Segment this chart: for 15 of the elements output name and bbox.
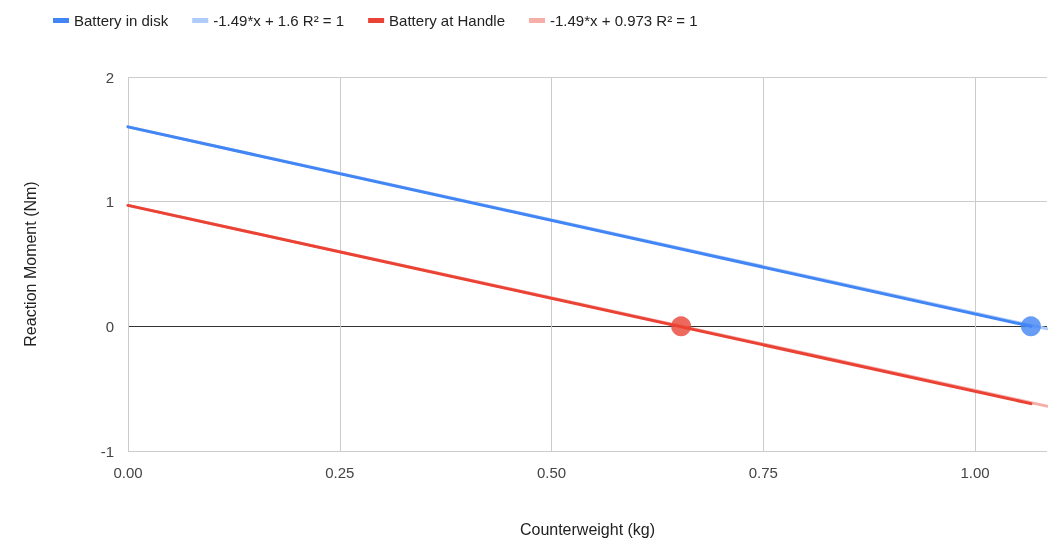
legend-label: -1.49*x + 0.973 R² = 1 bbox=[550, 12, 698, 29]
y-tick-label: -1 bbox=[100, 442, 114, 460]
y-axis-title: Reaction Moment (Nm) bbox=[21, 181, 39, 347]
x-tick-label: 0.75 bbox=[748, 464, 778, 481]
legend-label: -1.49*x + 1.6 R² = 1 bbox=[213, 12, 345, 29]
y-tick-label: 0 bbox=[105, 317, 114, 335]
x-tick-label: 1.00 bbox=[960, 464, 990, 481]
legend-label: Battery in disk bbox=[74, 12, 169, 29]
x-tick-label: 0.00 bbox=[113, 464, 143, 481]
x-tick-label: 0.50 bbox=[536, 464, 567, 481]
legend-label: Battery at Handle bbox=[389, 12, 506, 29]
x-axis-title: Counterweight (kg) bbox=[519, 520, 656, 538]
y-tick-label: 1 bbox=[105, 193, 114, 211]
x-tick-label: 0.25 bbox=[325, 464, 355, 481]
y-tick-label: 2 bbox=[105, 68, 114, 86]
